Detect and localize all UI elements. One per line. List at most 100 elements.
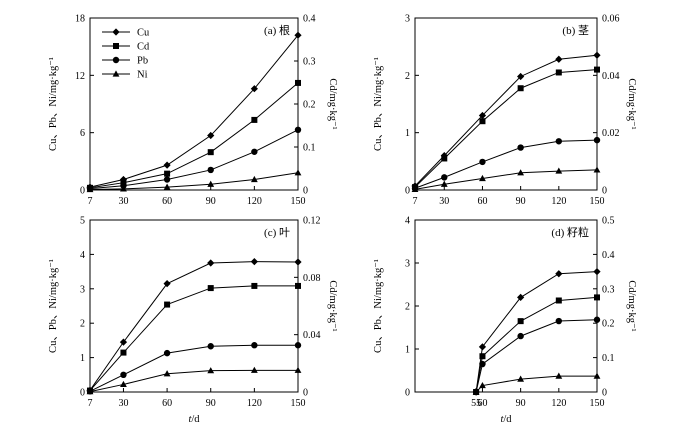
y-tick-label: 0 — [80, 186, 85, 197]
data-point-cu — [163, 161, 171, 169]
legend-marker-cu — [112, 28, 120, 36]
data-point-cu — [555, 55, 563, 63]
data-point-cd — [295, 282, 301, 289]
x-tick-label: 120 — [247, 398, 262, 409]
series-line-ni — [89, 172, 299, 191]
data-point-cu — [555, 270, 563, 278]
y-tick-label: 5 — [80, 216, 85, 227]
data-point-ni — [440, 180, 448, 187]
data-point-pb — [251, 148, 258, 155]
data-point-cu — [119, 338, 128, 346]
y2-tick-label: 0.5 — [602, 216, 615, 227]
panel-label: (c) 叶 — [264, 226, 290, 239]
y2-tick-label: 0.3 — [602, 284, 615, 295]
data-point-cd — [251, 116, 258, 123]
legend-label: Cd — [137, 42, 150, 53]
data-point-pb — [479, 360, 486, 368]
data-point-cd — [441, 155, 448, 162]
y2-tick-label: 0.12 — [303, 216, 321, 227]
data-point-pb — [207, 166, 214, 174]
data-point-pb — [294, 342, 302, 349]
plot-frame — [89, 219, 299, 393]
data-point-ni — [593, 372, 601, 379]
data-point-cd — [479, 353, 486, 360]
data-point-cu — [163, 280, 171, 288]
data-point-ni — [479, 381, 486, 389]
y2-tick-label: 0 — [602, 388, 607, 399]
data-point-pb — [163, 176, 171, 183]
series-line-pb — [89, 129, 299, 190]
data-point-ni — [250, 366, 258, 373]
data-point-pb — [207, 343, 214, 350]
data-point-ni — [411, 185, 419, 193]
series-line-cd — [89, 82, 299, 189]
x-tick-label: 30 — [118, 398, 128, 409]
y2-tick-label: 0.08 — [303, 273, 321, 284]
data-point-ni — [479, 174, 486, 182]
y2-tick-label: 0.4 — [602, 250, 615, 261]
y2-tick-label: 0.3 — [303, 57, 316, 68]
x-tick-label: 120 — [551, 398, 566, 409]
data-point-cd — [251, 282, 258, 289]
y-tick-label: 4 — [80, 250, 85, 261]
data-point-cd — [207, 285, 214, 292]
y2-tick-label: 0.4 — [303, 14, 316, 25]
plot-frame — [414, 219, 598, 393]
y-tick-label: 1 — [405, 345, 410, 356]
y2-tick-label: 0.1 — [303, 143, 316, 154]
series-line-ni — [475, 375, 597, 393]
data-point-pb — [120, 371, 127, 378]
data-point-cu — [478, 111, 487, 120]
data-point-cd — [207, 149, 214, 156]
y2-tick-label: 0 — [303, 186, 308, 197]
data-point-pb — [555, 138, 563, 145]
legend: Cu Cd Pb Ni — [102, 28, 150, 81]
data-point-pb — [517, 332, 524, 340]
panel-label: (d) 籽粒 — [551, 225, 589, 239]
data-point-ni — [294, 169, 302, 176]
data-point-cd — [555, 297, 562, 304]
y-tick-label: 2 — [405, 71, 410, 82]
x-tick-label: 55 — [471, 398, 481, 409]
y-tick-label: 2 — [80, 319, 85, 330]
data-point-cu — [294, 31, 302, 39]
y2-axis-label: Cd/mg·kg⁻¹ — [626, 280, 637, 331]
y2-tick-label: 0.02 — [602, 128, 620, 139]
x-tick-label: 30 — [118, 196, 128, 207]
y-tick-label: 1 — [80, 353, 85, 364]
legend-label: Cu — [137, 28, 150, 39]
data-point-cd — [295, 79, 301, 86]
series-line-cd — [89, 285, 298, 391]
y-axis-label: Cu、Pb、Ni/mg·kg⁻¹ — [373, 57, 384, 151]
y2-axis-label: Cd/mg·kg⁻¹ — [626, 78, 637, 129]
series-line-cu — [89, 34, 299, 188]
data-point-pb — [593, 136, 601, 144]
x-tick-label: 90 — [516, 196, 526, 207]
y-tick-label: 6 — [80, 128, 85, 139]
x-tick-label: 150 — [590, 196, 605, 207]
data-point-cu — [250, 85, 258, 93]
data-point-cd — [555, 69, 562, 76]
x-tick-label: 150 — [291, 398, 306, 409]
data-point-pb — [517, 144, 524, 151]
data-point-ni — [163, 370, 171, 377]
data-point-cd — [594, 66, 600, 73]
data-point-cd — [120, 349, 127, 356]
y2-tick-label: 0.04 — [602, 71, 620, 82]
series-line-pb — [414, 139, 598, 189]
x-axis-label: t/d — [500, 414, 512, 425]
series-line-cu — [414, 54, 598, 187]
data-point-cd — [164, 170, 171, 177]
data-point-cu — [478, 343, 487, 351]
y-tick-label: 1 — [405, 128, 410, 139]
data-point-pb — [441, 174, 448, 181]
data-point-cu — [517, 72, 525, 81]
chart-panel-1: 7 30 60 90 120 150012300.020.040.06Cu、Pb、Ni/m… — [373, 14, 637, 208]
y-tick-label: 0 — [405, 388, 410, 399]
data-point-pb — [251, 342, 258, 349]
series-line-ni — [89, 369, 298, 393]
y2-tick-label: 0.2 — [602, 319, 615, 330]
data-point-cd — [517, 318, 524, 325]
data-point-ni — [86, 185, 94, 193]
